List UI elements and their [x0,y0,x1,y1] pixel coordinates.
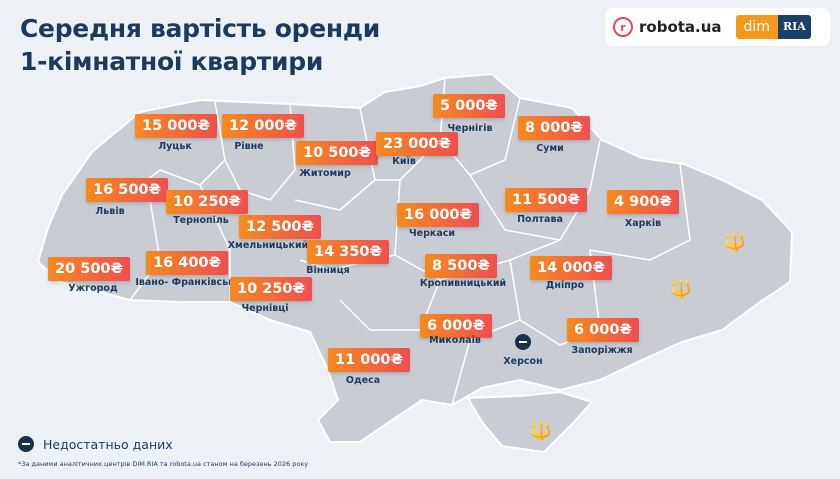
dim-logo: dim [735,15,778,39]
price-khmelnytskyi: 12 500₴ [239,215,321,239]
price-uzhhorod: 20 500₴ [48,257,130,281]
title-line-2: 1-кімнатної квартири [20,47,324,76]
trident-icon: 🔱 [669,279,693,300]
city-zhytomyr: Житомир [299,168,351,179]
city-poltava: Полтава [517,214,563,225]
legend: Недостатньо даних [18,436,173,452]
price-mykolaiv: 6 000₴ [420,314,492,338]
price-poltava: 11 500₴ [505,188,587,212]
price-vinnytsia: 14 350₴ [307,240,389,264]
price-rivne: 12 000₴ [222,114,304,138]
city-kropyvnytskyi: Кропивницький [419,278,507,289]
price-ivano-frankivsk: 16 400₴ [146,251,228,275]
city-odesa: Одеса [345,375,381,386]
city-dnipro: Дніпро [545,280,585,291]
city-uzhhorod: Ужгород [68,283,118,294]
city-ivano-frankivsk: Івано- Франківськ [135,277,235,288]
price-zaporizhzhia: 6 000₴ [567,318,639,342]
page-title: Середня вартість оренди 1-кімнатної квар… [20,12,380,78]
title-line-1: Середня вартість оренди [20,14,380,43]
logos: r robota.ua dim RIA [605,8,830,46]
price-ternopil: 10 250₴ [166,190,248,214]
price-kharkiv: 4 900₴ [607,190,679,214]
ria-logo: RIA [777,15,811,39]
city-kyiv: Київ [392,156,416,167]
trident-icon: 🔱 [529,421,553,442]
robota-logo-icon: r [613,17,633,37]
crimea-shape [466,390,594,454]
no-data-icon [515,334,531,350]
city-ternopil: Тернопіль [173,215,229,226]
legend-label: Недостатньо даних [43,436,173,452]
city-khmelnytskyi: Хмельницький [227,240,309,251]
city-chernihiv: Чернігів [447,123,493,134]
minus-circle-icon [18,436,34,452]
price-lviv: 16 500₴ [86,178,168,202]
city-rivne: Рівне [234,141,264,152]
robota-logo: robota.ua [639,18,722,36]
price-cherkasy: 16 000₴ [397,203,479,227]
price-kropyvnytskyi: 8 500₴ [425,254,497,278]
price-kyiv: 23 000₴ [376,132,458,156]
city-mykolaiv: Миколаїв [429,335,481,346]
city-lviv: Львів [95,206,125,217]
city-vinnytsia: Вінниця [306,265,350,276]
price-odesa: 11 000₴ [328,348,410,372]
mainland-shape [36,72,794,443]
city-lutsk: Луцьк [158,141,192,152]
city-kharkiv: Харків [624,218,662,229]
price-sumy: 8 000₴ [518,116,590,140]
trident-icon: 🔱 [723,232,747,253]
city-kherson: Херсон [503,356,543,367]
city-chernivtsi: Чернівці [241,303,289,314]
price-dnipro: 14 000₴ [530,256,612,280]
city-zaporizhzhia: Запоріжжя [571,345,633,356]
city-cherkasy: Черкаси [408,228,456,239]
city-sumy: Суми [536,143,564,154]
price-zhytomyr: 10 500₴ [296,141,378,165]
footnote: *За даними аналітичних центрів DIM.RIA т… [18,460,309,468]
price-chernivtsi: 10 250₴ [230,277,312,301]
price-lutsk: 15 000₴ [135,114,217,138]
price-chernihiv: 5 000₴ [433,94,505,118]
